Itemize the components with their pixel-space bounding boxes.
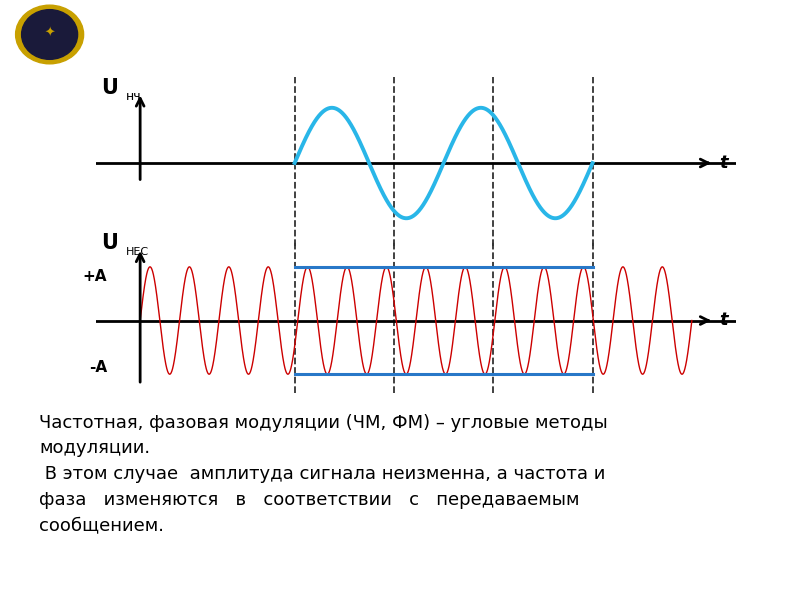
Text: Частотная, фазовая модуляции (ЧМ, ФМ) – угловые методы
модуляции.
 В этом случае: Частотная, фазовая модуляции (ЧМ, ФМ) – … bbox=[39, 413, 608, 535]
Text: t: t bbox=[719, 311, 728, 329]
Text: +A: +A bbox=[82, 269, 107, 284]
Text: $\mathbf{U}$: $\mathbf{U}$ bbox=[102, 77, 118, 98]
Text: УГЛОВАЯ   МОДУЛЯЦИЯ: УГЛОВАЯ МОДУЛЯЦИЯ bbox=[205, 20, 595, 49]
Ellipse shape bbox=[22, 10, 78, 59]
Text: -A: -A bbox=[89, 360, 107, 375]
Text: ✦: ✦ bbox=[44, 26, 55, 40]
Text: нч: нч bbox=[126, 89, 142, 103]
Ellipse shape bbox=[16, 5, 83, 64]
Text: t: t bbox=[719, 154, 728, 172]
Text: $\mathbf{U}$: $\mathbf{U}$ bbox=[102, 233, 118, 253]
Text: НЕС: НЕС bbox=[126, 247, 150, 257]
